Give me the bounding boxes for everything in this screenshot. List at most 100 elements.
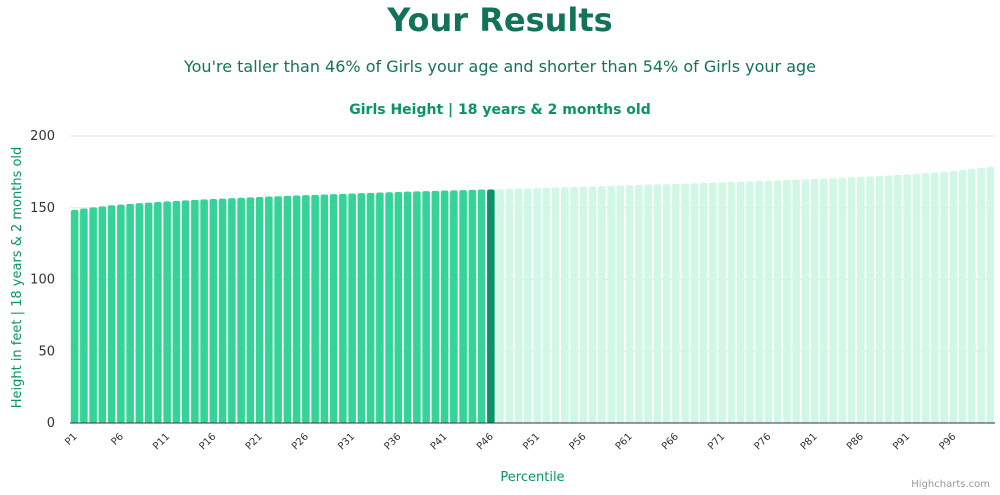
bar-p26[interactable] (302, 195, 310, 423)
bar-p73[interactable] (736, 181, 745, 423)
bar-p83[interactable] (829, 178, 837, 423)
bar-p75[interactable] (755, 181, 763, 423)
bar-p2[interactable] (80, 208, 88, 423)
bar-p7[interactable] (126, 203, 134, 423)
bar-p100[interactable] (986, 166, 995, 424)
bar-p67[interactable] (681, 183, 689, 423)
bar-p15[interactable] (200, 199, 208, 423)
bar-p36[interactable] (394, 191, 403, 423)
bar-p49[interactable] (514, 188, 523, 423)
bar-p76[interactable] (764, 180, 773, 423)
bar-p5[interactable] (107, 205, 116, 423)
bar-p44[interactable] (468, 189, 477, 423)
bar-p30[interactable] (339, 193, 347, 423)
bar-p42[interactable] (450, 190, 458, 423)
bar-p68[interactable] (690, 183, 699, 423)
bar-p40[interactable] (431, 190, 440, 423)
bar-p21[interactable] (255, 196, 264, 423)
bar-p87[interactable] (866, 176, 874, 423)
bar-p17[interactable] (218, 198, 227, 423)
bar-p99[interactable] (977, 167, 985, 423)
bar-p11[interactable] (163, 201, 171, 423)
bar-p78[interactable] (783, 180, 791, 423)
bar-p89[interactable] (884, 175, 893, 423)
bar-p39[interactable] (422, 191, 430, 423)
bar-p62[interactable] (635, 184, 643, 423)
bar-p38[interactable] (413, 191, 421, 423)
bar-p14[interactable] (191, 199, 199, 423)
bar-p60[interactable] (616, 185, 625, 423)
bar-p72[interactable] (727, 181, 736, 423)
bar-p25[interactable] (292, 195, 301, 423)
bar-p64[interactable] (653, 184, 662, 423)
bar-p45[interactable] (477, 189, 486, 423)
bar-p69[interactable] (699, 182, 708, 423)
bar-p86[interactable] (857, 176, 865, 423)
bar-p61[interactable] (625, 185, 634, 423)
bar-p54[interactable] (561, 187, 569, 423)
bar-p93[interactable] (921, 173, 930, 423)
bar-p50[interactable] (524, 188, 532, 423)
bar-p43[interactable] (459, 190, 467, 423)
bar-p98[interactable] (968, 169, 976, 423)
highcharts-credit[interactable]: Highcharts.com (911, 479, 990, 490)
bar-p80[interactable] (801, 179, 810, 423)
bar-p66[interactable] (672, 183, 680, 423)
bar-p16[interactable] (209, 198, 218, 423)
bar-p31[interactable] (348, 193, 356, 423)
bar-p63[interactable] (644, 184, 652, 423)
bar-p53[interactable] (551, 187, 560, 423)
bar-p3[interactable] (89, 207, 97, 423)
bar-p12[interactable] (172, 200, 181, 423)
bar-p18[interactable] (228, 198, 236, 423)
bar-p74[interactable] (746, 181, 754, 423)
bar-p84[interactable] (838, 177, 847, 423)
bar-p23[interactable] (274, 196, 282, 423)
bar-p52[interactable] (542, 187, 551, 423)
bar-p55[interactable] (570, 186, 578, 423)
bar-p4[interactable] (98, 206, 107, 423)
bar-p82[interactable] (820, 178, 828, 423)
bar-p97[interactable] (958, 170, 967, 423)
bar-p81[interactable] (810, 178, 819, 423)
bar-p65[interactable] (662, 184, 671, 423)
bar-p47[interactable] (496, 189, 504, 423)
bar-p37[interactable] (403, 191, 412, 423)
bar-p19[interactable] (237, 197, 245, 423)
bar-p51[interactable] (533, 188, 541, 423)
bar-p56[interactable] (579, 186, 588, 423)
bar-p85[interactable] (847, 177, 856, 423)
bar-p59[interactable] (607, 185, 615, 423)
bar-p24[interactable] (283, 195, 292, 423)
bar-p33[interactable] (366, 192, 375, 423)
bar-p28[interactable] (320, 194, 329, 423)
bar-p94[interactable] (931, 172, 939, 423)
bar-p34[interactable] (376, 192, 384, 423)
bar-p1[interactable] (70, 209, 79, 423)
bar-p70[interactable] (709, 182, 717, 423)
bar-p6[interactable] (117, 204, 125, 423)
bar-p10[interactable] (154, 202, 162, 423)
bar-p20[interactable] (246, 197, 255, 423)
bar-p71[interactable] (718, 182, 726, 423)
bar-p32[interactable] (357, 193, 366, 423)
bar-p41[interactable] (440, 190, 449, 423)
bar-p48[interactable] (505, 188, 514, 423)
bar-p77[interactable] (773, 180, 782, 423)
bar-p29[interactable] (329, 194, 338, 423)
bar-p92[interactable] (912, 173, 921, 423)
bar-p79[interactable] (792, 179, 800, 423)
bar-p35[interactable] (385, 192, 393, 423)
bar-p9[interactable] (144, 202, 153, 423)
bar-p95[interactable] (940, 171, 948, 423)
bar-p27[interactable] (311, 194, 319, 423)
bar-p22[interactable] (265, 196, 273, 423)
bar-p8[interactable] (135, 203, 144, 423)
bar-p88[interactable] (875, 176, 884, 423)
bar-p13[interactable] (181, 200, 190, 423)
bar-p90[interactable] (894, 174, 902, 423)
bar-p91[interactable] (903, 174, 911, 423)
bar-p46[interactable] (487, 189, 495, 423)
bar-p57[interactable] (588, 186, 597, 423)
bar-p96[interactable] (949, 170, 958, 423)
